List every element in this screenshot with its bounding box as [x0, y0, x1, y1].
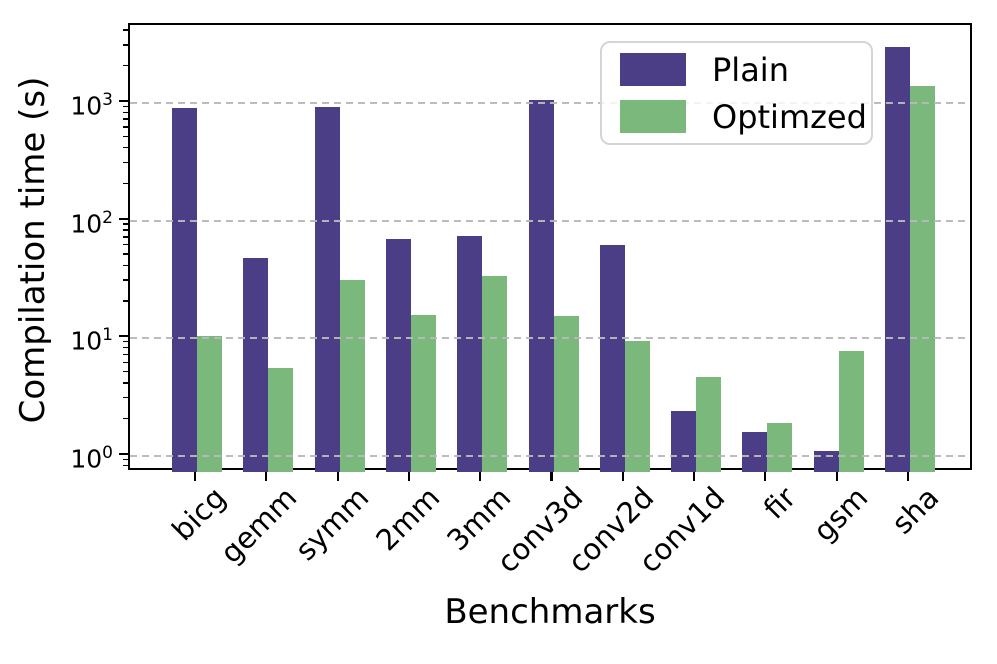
bar-plain-conv2d: [599, 245, 625, 472]
y-minor-tick: [123, 64, 128, 67]
bar-optimzed-conv3d: [553, 315, 579, 472]
y-minor-tick: [123, 300, 128, 302]
y-minor-tick: [123, 135, 128, 138]
y-minor-tick: [123, 264, 128, 267]
legend-label-optimzed: Optimzed: [712, 97, 867, 136]
y-minor-tick: [123, 118, 128, 120]
bar-optimzed-conv2d: [624, 341, 650, 472]
y-minor-tick: [123, 126, 128, 128]
bar-optimzed-gsm: [838, 350, 864, 472]
legend: Plain Optimzed: [600, 41, 873, 145]
x-tick-conv3d: [550, 472, 553, 481]
bar-optimzed-bicg: [197, 336, 222, 472]
y-tick-label-1e2: 102: [70, 207, 113, 238]
bar-plain-bicg: [172, 108, 197, 472]
y-tick-label-1e1: 101: [70, 325, 113, 356]
x-tick-conv1d: [693, 472, 696, 481]
bar-optimzed-symm: [339, 280, 365, 472]
bar-plain-symm: [314, 107, 340, 472]
y-tick-label-1e0: 100: [70, 442, 113, 474]
y-minor-tick: [123, 340, 128, 343]
y-minor-tick: [123, 353, 128, 356]
bar-plain-conv1d: [671, 411, 697, 472]
y-major-tick-1e0: [119, 452, 128, 455]
gridline-1e0: [130, 455, 970, 457]
gridline-1e2: [130, 219, 970, 222]
bar-optimzed-fir: [767, 423, 793, 472]
x-tick-2mm: [407, 472, 410, 481]
y-minor-tick: [123, 382, 128, 384]
bar-plain-conv3d: [528, 100, 554, 472]
y-minor-tick: [123, 44, 128, 46]
x-tick-symm: [336, 472, 339, 481]
bar-optimzed-3mm: [482, 276, 508, 472]
x-tick-bicg: [193, 472, 197, 481]
y-minor-tick: [123, 223, 128, 225]
bar-optimzed-2mm: [410, 315, 436, 472]
legend-row-plain: Plain: [620, 53, 853, 87]
bar-plain-fir: [742, 431, 768, 472]
bar-plain-3mm: [457, 236, 483, 472]
y-minor-tick: [123, 253, 128, 255]
gridline-1e1: [130, 337, 970, 340]
bar-plain-gemm: [243, 258, 269, 472]
gridline-1e3: [130, 102, 970, 104]
y-minor-tick: [123, 29, 128, 31]
bar-optimzed-sha: [910, 85, 935, 472]
x-tick-gsm: [835, 472, 838, 481]
x-tick-conv2d: [621, 472, 624, 481]
y-major-tick-1e1: [119, 335, 128, 338]
y-minor-tick: [123, 361, 128, 364]
y-minor-tick: [123, 182, 128, 184]
y-axis-label: Compilation time (s): [13, 76, 53, 424]
bar-plain-2mm: [385, 238, 411, 472]
y-major-tick-1e3: [119, 99, 128, 103]
bar-optimzed-conv1d: [696, 376, 722, 472]
y-minor-tick: [123, 161, 128, 164]
legend-swatch-optimzed: [620, 100, 686, 133]
x-tick-sha: [906, 472, 910, 481]
y-minor-tick: [123, 236, 128, 238]
y-minor-tick: [123, 105, 128, 108]
x-tick-3mm: [479, 472, 482, 481]
y-minor-tick: [123, 464, 128, 466]
y-minor-tick: [123, 111, 128, 114]
y-minor-tick: [123, 244, 128, 246]
y-minor-tick: [123, 417, 128, 420]
y-minor-tick: [123, 370, 128, 373]
y-major-tick-1e2: [119, 217, 128, 220]
y-tick-label-1e3: 103: [70, 89, 113, 121]
x-axis-label: Benchmarks: [444, 592, 656, 632]
x-tick-gemm: [265, 472, 268, 481]
legend-row-optimzed: Optimzed: [620, 100, 867, 134]
x-tick-fir: [764, 472, 767, 481]
y-minor-tick: [123, 279, 128, 281]
y-minor-tick: [123, 147, 128, 149]
y-minor-tick: [123, 229, 128, 231]
y-minor-tick: [123, 397, 128, 399]
bar-optimzed-gemm: [268, 367, 294, 472]
legend-swatch-plain: [620, 53, 686, 86]
y-minor-tick: [123, 458, 128, 460]
y-minor-tick: [123, 346, 128, 349]
legend-label-plain: Plain: [712, 50, 789, 89]
bar-plain-sha: [885, 46, 910, 472]
